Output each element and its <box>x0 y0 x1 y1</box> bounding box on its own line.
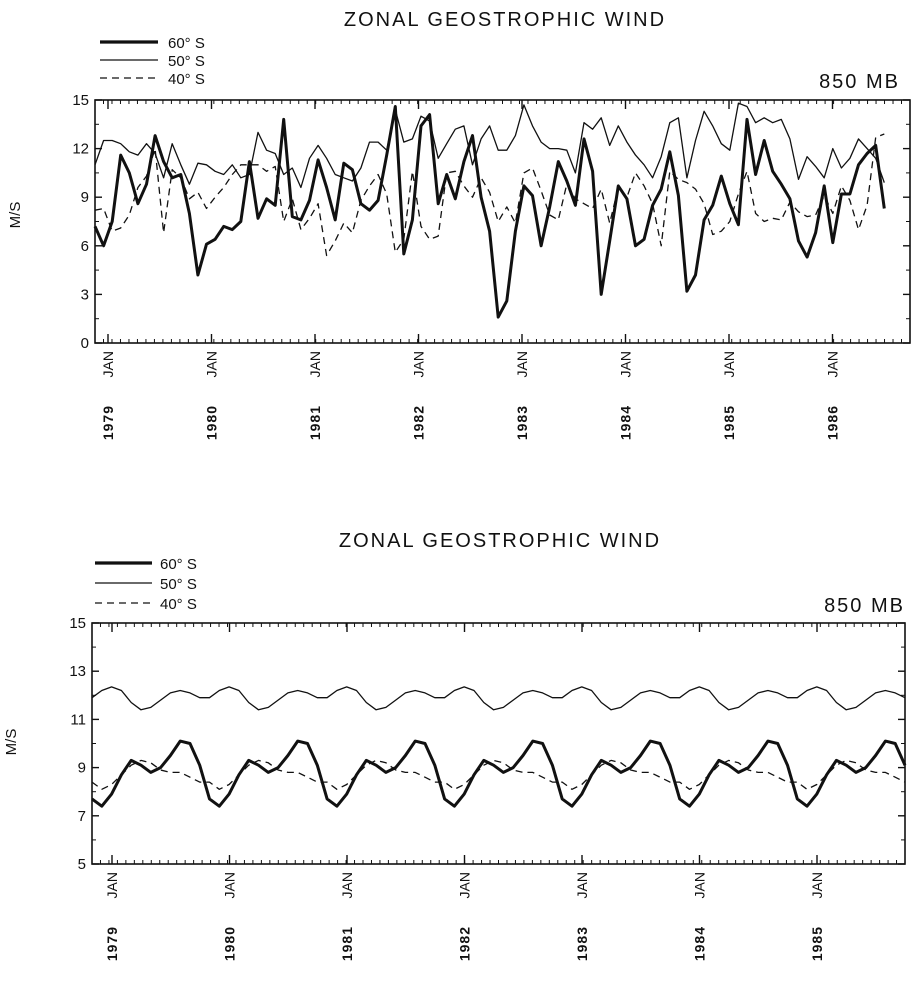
chart-2-y-axis-label: M/S <box>3 729 20 756</box>
chart-2: ZONAL GEOSTROPHIC WIND 60° S 50° S 40° S… <box>3 530 907 961</box>
chart-2-minor-ticks <box>99 623 898 864</box>
chart-2-legend-label-40s: 40° S <box>160 596 197 613</box>
chart-1-x-tick-month-label: JAN <box>204 351 220 377</box>
chart-1-x-tick-month-label: JAN <box>307 351 323 377</box>
chart-1-x-tick-year-label: 1984 <box>618 405 634 440</box>
chart-1-x-tick-month-label: JAN <box>514 351 530 377</box>
chart-1-y-tick-label: 3 <box>81 286 89 303</box>
chart-2-y-tick-label: 13 <box>69 663 86 680</box>
chart-2-y-tick-label: 15 <box>69 615 86 632</box>
chart-1-x-tick-year-label: 1985 <box>721 405 737 440</box>
chart-2-x-tick-month-label: JAN <box>104 872 120 898</box>
chart-1-y-ticks: 0 3 6 9 12 15 <box>72 92 910 352</box>
chart-1-x-tick-month-label: JAN <box>721 351 737 377</box>
chart-1-series-line-50s <box>94 102 885 189</box>
chart-1-title: ZONAL GEOSTROPHIC WIND <box>344 9 666 31</box>
chart-2-x-tick-month-label: JAN <box>222 872 238 898</box>
chart-2-x-tick-year-label: 1984 <box>692 926 708 961</box>
chart-2-series-line-40s <box>91 759 906 790</box>
chart-2-series-line-50s <box>91 686 906 711</box>
chart-2-x-tick-year-label: 1979 <box>104 926 120 961</box>
chart-1-x-tick-year-label: 1986 <box>825 405 841 440</box>
chart-1-y-tick-label: 6 <box>81 238 89 255</box>
chart-1-y-tick-label: 15 <box>72 92 89 109</box>
chart-2-x-tick-year-label: 1985 <box>809 926 825 961</box>
chart-1-y-axis-label: M/S <box>7 202 24 229</box>
chart-2-series <box>91 686 907 808</box>
chart-2-y-tick-label: 9 <box>78 760 86 777</box>
chart-1-legend: 60° S 50° S 40° S <box>100 35 205 88</box>
chart-1-series-line-40s <box>94 133 885 257</box>
chart-2-x-tick-month-label: JAN <box>692 872 708 898</box>
chart-2-legend-label-60s: 60° S <box>160 556 197 573</box>
chart-1-y-tick-label: 9 <box>81 189 89 206</box>
chart-1-y-tick-label: 12 <box>72 141 89 158</box>
chart-1-x-tick-year-label: 1982 <box>411 405 427 440</box>
chart-1-x-tick-month-label: JAN <box>100 351 116 377</box>
chart-1-x-tick-year-label: 1983 <box>514 405 530 440</box>
chart-2-x-tick-month-label: JAN <box>574 872 590 898</box>
chart-2-series-line-60s <box>91 739 907 808</box>
chart-1-minor-ticks <box>102 100 903 343</box>
chart-2-title: ZONAL GEOSTROPHIC WIND <box>339 530 661 552</box>
chart-1-series-line-60s <box>93 105 886 319</box>
chart-1-series <box>93 102 886 319</box>
chart-2-x-ticks: JAN 1979 JAN 1980 JAN 1981 JAN 1982 JAN 1983 JAN 19… <box>104 623 825 961</box>
chart-2-y-tick-label: 5 <box>78 856 86 873</box>
chart-2-x-tick-year-label: 1983 <box>574 926 590 961</box>
chart-2-level-label: 850 MB <box>824 595 905 617</box>
chart-2-plot-frame <box>91 622 906 865</box>
chart-1-x-ticks: JAN 1979 JAN 1980 JAN 1981 JAN 1982 JAN 1983 JAN 19… <box>100 100 841 440</box>
chart-2-legend-label-50s: 50° S <box>160 576 197 593</box>
chart-1-x-tick-year-label: 1980 <box>204 405 220 440</box>
chart-1-legend-label-50s: 50° S <box>168 53 205 70</box>
chart-2-x-tick-month-label: JAN <box>339 872 355 898</box>
chart-2-x-tick-month-label: JAN <box>457 872 473 898</box>
chart-2-x-tick-year-label: 1980 <box>222 926 238 961</box>
chart-2-x-tick-month-label: JAN <box>809 872 825 898</box>
chart-1-x-tick-month-label: JAN <box>411 351 427 377</box>
chart-2-x-tick-year-label: 1981 <box>339 926 355 961</box>
chart-1: ZONAL GEOSTROPHIC WIND 60° S 50° S 40° S… <box>7 9 911 440</box>
chart-2-legend: 60° S 50° S 40° S <box>95 556 197 613</box>
chart-2-y-tick-label: 7 <box>78 808 86 825</box>
chart-2-x-tick-year-label: 1982 <box>457 926 473 961</box>
chart-1-legend-label-60s: 60° S <box>168 35 205 52</box>
chart-1-legend-label-40s: 40° S <box>168 71 205 88</box>
chart-2-y-ticks: 5 7 9 11 13 15 <box>69 615 905 873</box>
chart-1-x-tick-month-label: JAN <box>618 351 634 377</box>
chart-1-level-label: 850 MB <box>819 71 900 93</box>
chart-1-x-tick-year-label: 1981 <box>307 405 323 440</box>
chart-1-x-tick-year-label: 1979 <box>100 405 116 440</box>
chart-1-y-tick-label: 0 <box>81 335 89 352</box>
chart-2-y-tick-label: 11 <box>70 711 86 728</box>
chart-1-x-tick-month-label: JAN <box>825 351 841 377</box>
